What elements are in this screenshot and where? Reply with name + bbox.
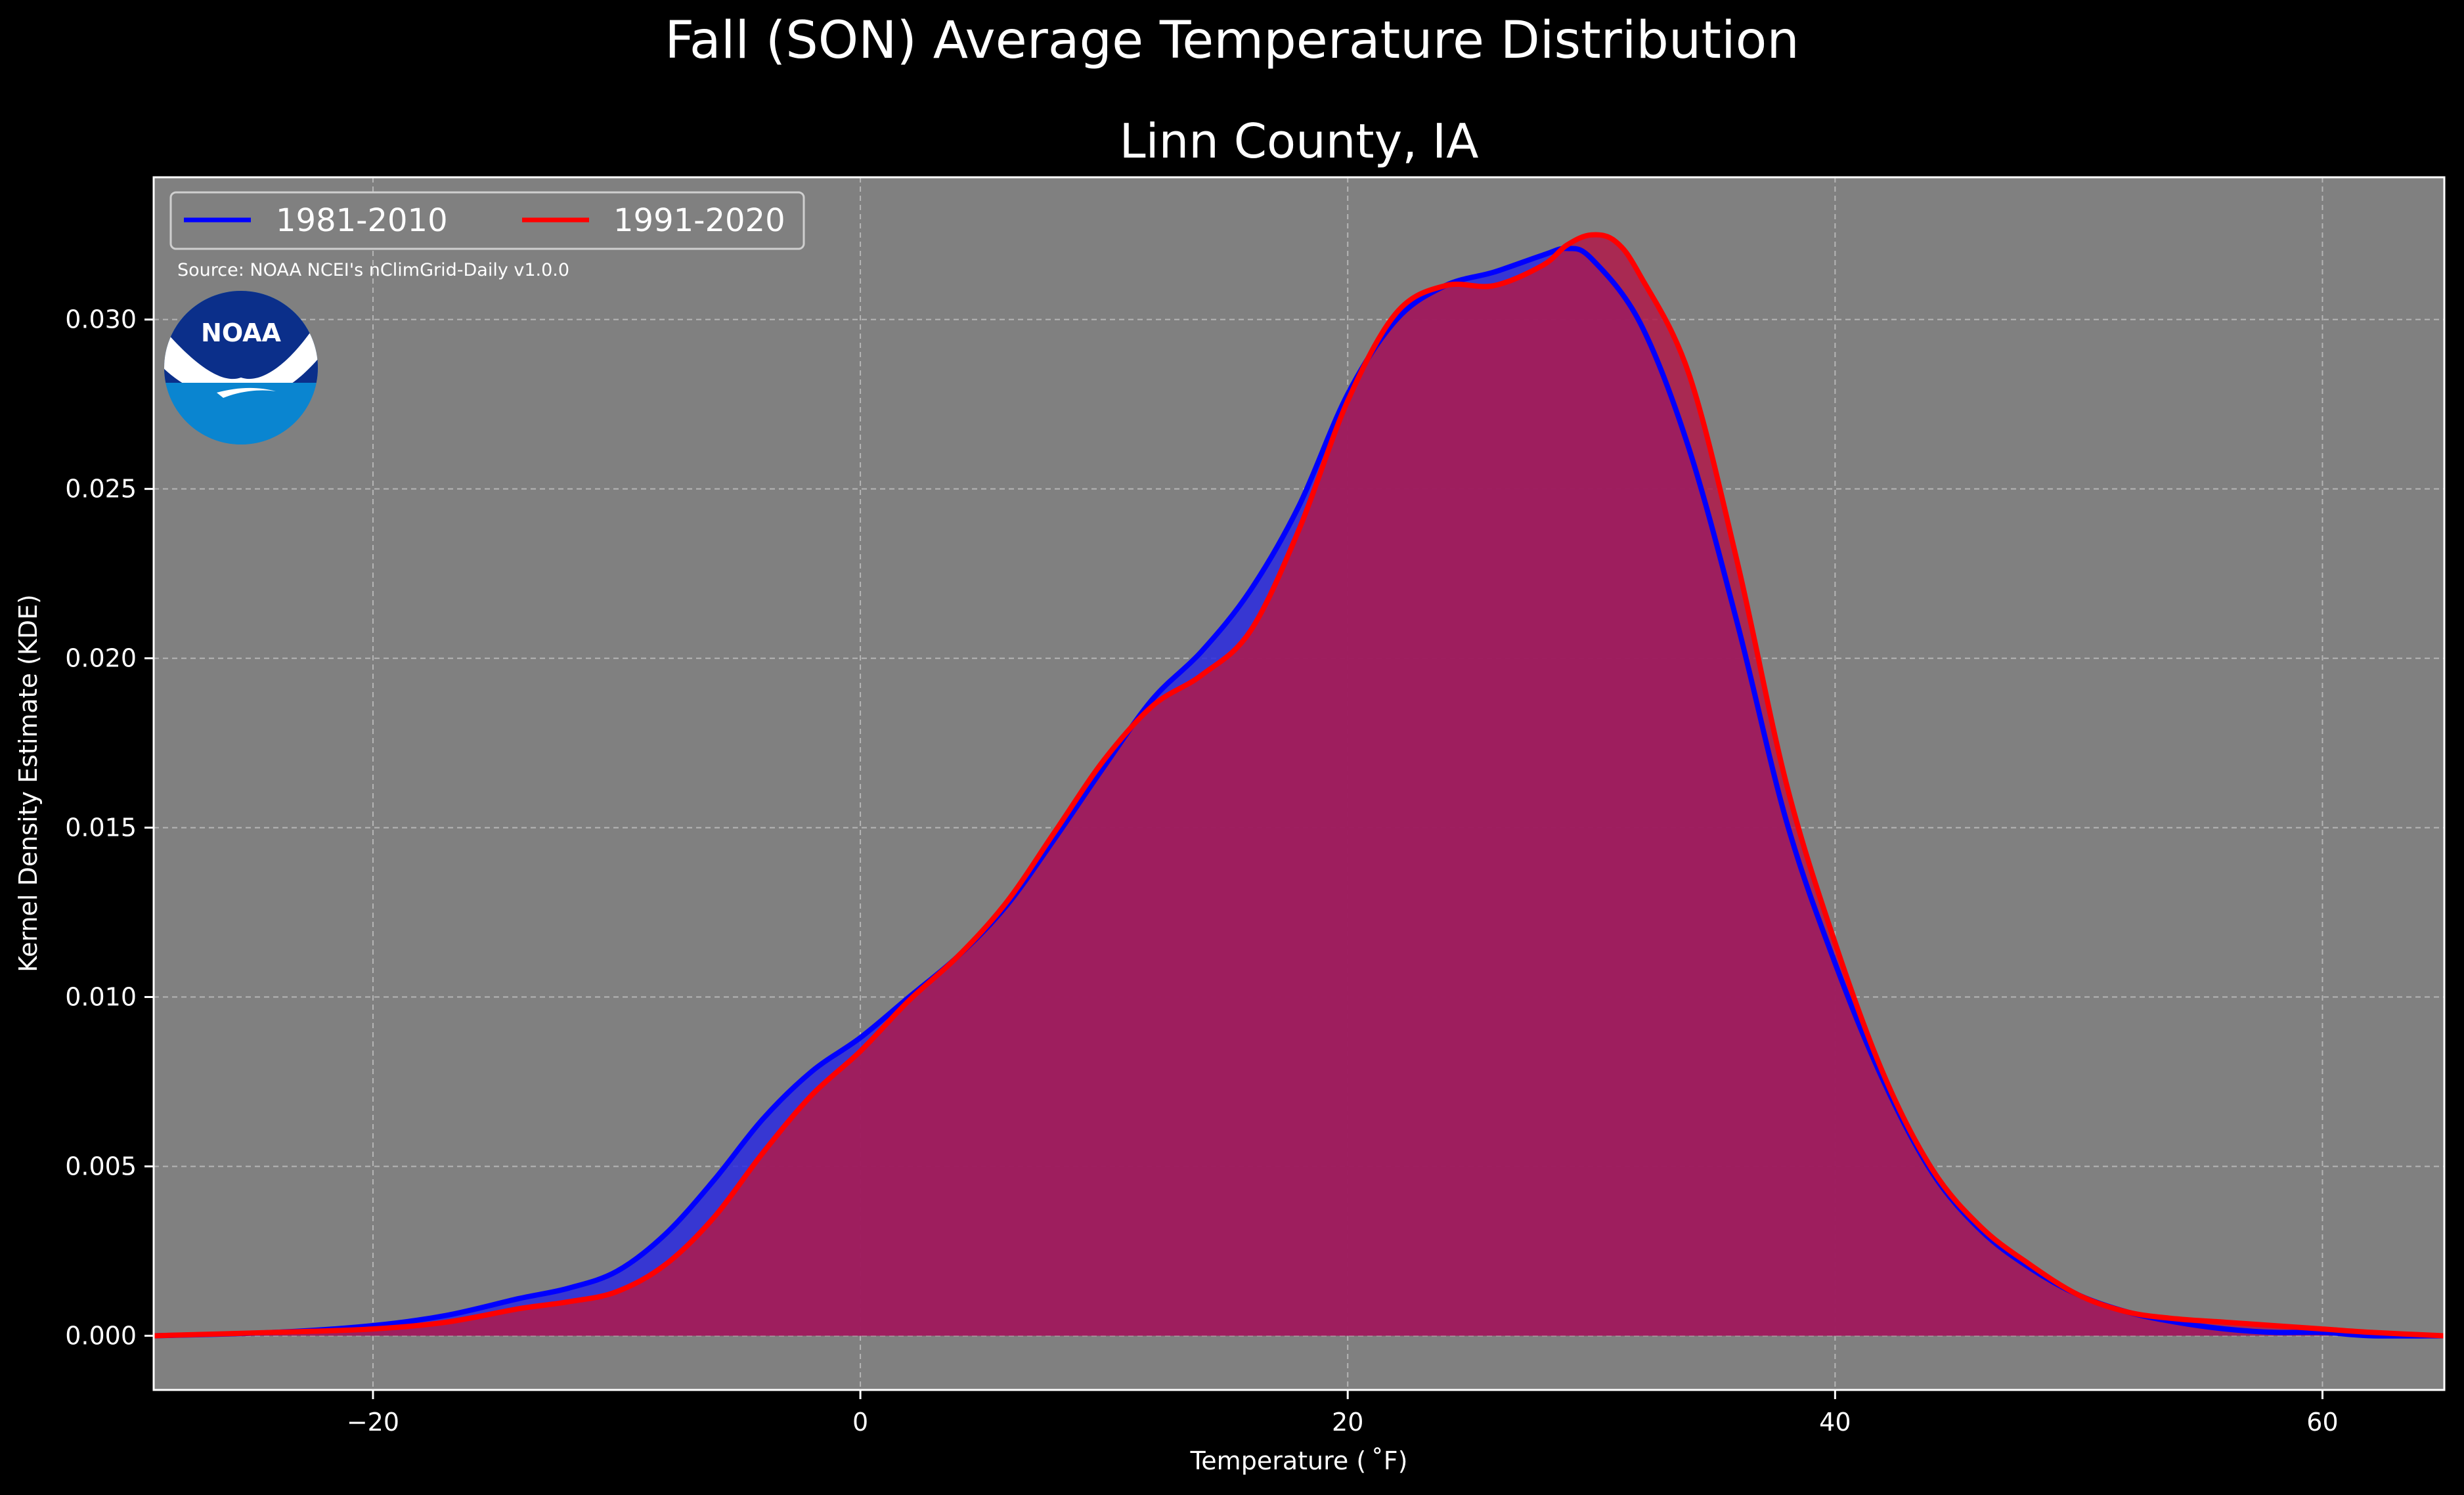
y-tick-label: 0.005 <box>65 1152 137 1181</box>
x-tick-label: 20 <box>1332 1408 1363 1437</box>
y-tick-label: 0.015 <box>65 813 137 842</box>
kde-lines <box>153 232 2445 1339</box>
legend-label-1991-2020: 1991-2020 <box>613 202 785 239</box>
x-tick-label: −20 <box>347 1408 399 1437</box>
x-tick-label: 40 <box>1819 1408 1851 1437</box>
chart-title: Linn County, IA <box>1120 114 1479 169</box>
y-tick-label: 0.010 <box>65 983 137 1012</box>
source-annotation: Source: NOAA NCEI's nClimGrid-Daily v1.0… <box>177 260 569 280</box>
y-tick-label: 0.025 <box>65 475 137 504</box>
kde-line-1991-2020 <box>153 232 2445 1339</box>
y-tick-label: 0.020 <box>65 644 137 673</box>
chart-suptitle: Fall (SON) Average Temperature Distribut… <box>665 11 1799 70</box>
plot-frame <box>152 176 2446 1391</box>
legend-label-1981-2010: 1981-2010 <box>276 202 448 239</box>
y-tick-label: 0.030 <box>65 305 137 334</box>
noaa-logo: NOAA <box>164 291 318 444</box>
y-tick-label: 0.000 <box>65 1321 137 1350</box>
kde-line-1981-2010 <box>153 246 2445 1339</box>
x-tick-label: 0 <box>852 1408 868 1437</box>
noaa-logo-text: NOAA <box>201 318 281 347</box>
y-axis-label: Kernel Density Estimate (KDE) <box>14 594 43 972</box>
axis-ticks: −20 0 20 40 60 0.000 0.005 0.010 0.015 0.020 0.025… <box>65 305 2338 1437</box>
x-axis-label: Temperature ( ˚F) <box>1190 1446 1408 1475</box>
legend: 1981-2010 1991-2020 <box>169 191 805 250</box>
x-tick-label: 60 <box>2306 1408 2338 1437</box>
legend-box <box>169 191 805 250</box>
